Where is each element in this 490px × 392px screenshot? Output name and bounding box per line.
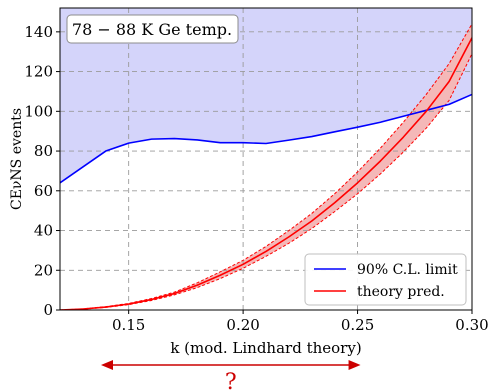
- arrow-head-right: [348, 360, 361, 370]
- range-question-mark: ?: [225, 370, 237, 392]
- arrow-head-left: [101, 360, 113, 370]
- y-tick-label: 0: [43, 301, 53, 319]
- x-tick-label: 0.25: [341, 316, 374, 334]
- theory-uncertainty-band: [60, 23, 472, 310]
- x-axis-label: k (mod. Lindhard theory): [170, 339, 361, 357]
- legend-label-limit: 90% C.L. limit: [357, 262, 458, 278]
- y-tick-label: 140: [24, 23, 53, 41]
- plot-lines: [60, 23, 472, 310]
- y-tick-label: 20: [34, 261, 53, 279]
- legend-label-theory: theory pred.: [357, 284, 445, 300]
- y-tick-label: 100: [24, 102, 53, 120]
- y-tick-label: 40: [34, 222, 53, 240]
- axis-ticks: 0.15 0.20 0.25 0.30 0 20 40 60 80 100 120 140: [24, 23, 488, 334]
- theory-band-lower-line: [60, 53, 472, 310]
- k-range-arrow: ?: [101, 360, 361, 392]
- y-tick-label: 60: [34, 182, 53, 200]
- x-tick-label: 0.30: [455, 316, 488, 334]
- annotation-text: 78 − 88 K Ge temp.: [72, 20, 232, 39]
- excluded-region-fill: [60, 8, 472, 183]
- x-tick-label: 0.15: [112, 316, 145, 334]
- y-tick-label: 120: [24, 63, 53, 81]
- y-tick-label: 80: [34, 142, 53, 160]
- y-axis-label: CEνNS events: [9, 108, 25, 210]
- theory-pred-line: [60, 37, 472, 310]
- cl-limit-line: [60, 93, 472, 184]
- legend: 90% C.L. limit theory pred.: [304, 253, 467, 306]
- plot-fills: [60, 8, 472, 310]
- x-tick-label: 0.20: [226, 316, 259, 334]
- annotation-box: 78 − 88 K Ge temp.: [66, 14, 239, 44]
- plot-frame: [59, 7, 473, 311]
